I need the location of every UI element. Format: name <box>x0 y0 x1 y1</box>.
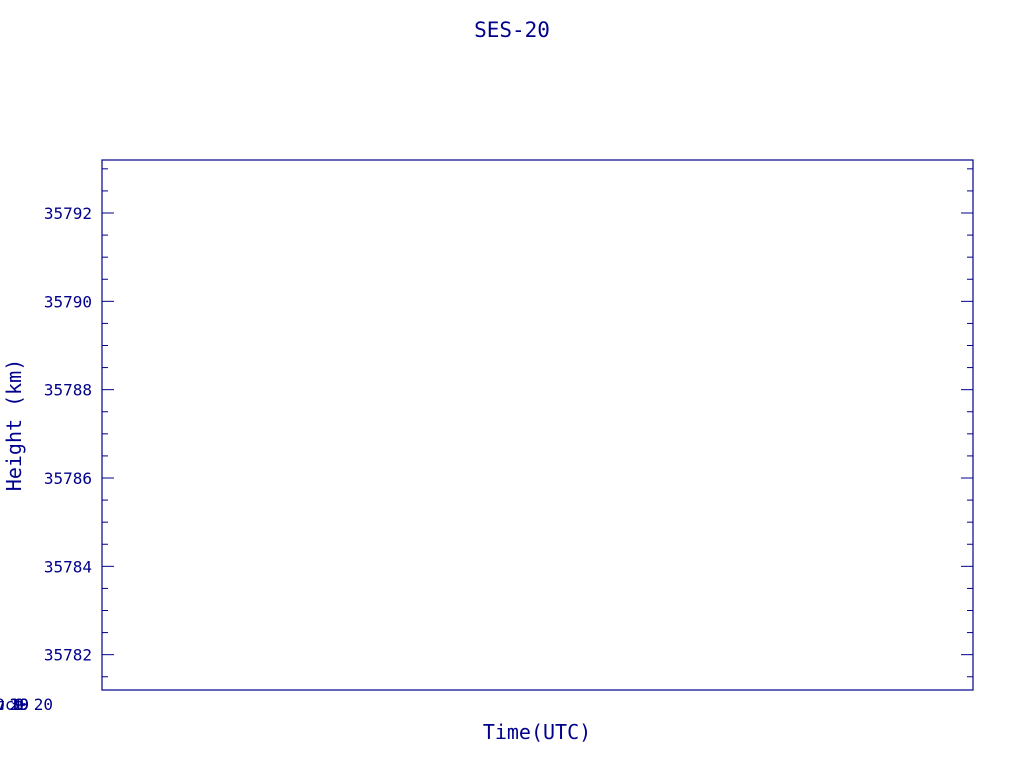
y-tick-label: 35792 <box>44 204 92 223</box>
x-tick-label: 2025 Oct 20 <box>0 695 53 714</box>
x-axis-ticks: 2025 Oct 20Oct 30Nov 9Nov 19Nov 29Dec 9D… <box>0 695 53 714</box>
y-tick-label: 35788 <box>44 381 92 400</box>
y-tick-label: 35786 <box>44 469 92 488</box>
x-tick-label: Nov 29 <box>0 695 29 714</box>
x-tick-label: Nov 19 <box>0 695 29 714</box>
y-axis-ticks: 35782 35784 35786 35788 35790 35792 <box>44 168 973 678</box>
y-tick-label: 35782 <box>44 646 92 665</box>
x-tick-label: Nov 9 <box>0 695 24 714</box>
y-axis-label: Height (km) <box>2 359 26 491</box>
plot-frame <box>101 159 974 691</box>
x-axis-label: Time(UTC) <box>483 720 591 744</box>
x-tick-label: Oct 30 <box>0 695 29 714</box>
x-tick-label: Dec 9 <box>0 695 24 714</box>
y-tick-label: 35790 <box>44 292 92 311</box>
chart-title: SES-20 <box>474 18 550 42</box>
x-tick-label: Dec 29 <box>0 695 29 714</box>
y-tick-label: 35784 <box>44 557 92 576</box>
x-tick-label: Dec 19 <box>0 695 29 714</box>
